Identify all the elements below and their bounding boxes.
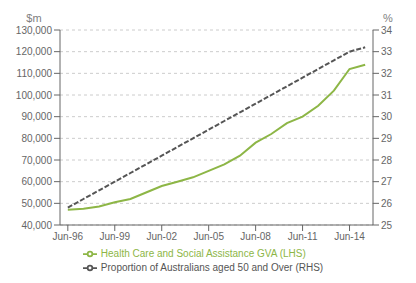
svg-text:31: 31	[381, 90, 393, 101]
svg-text:%: %	[383, 12, 393, 24]
svg-text:$m: $m	[26, 12, 41, 24]
html-text:Health Care and Social Assista: Health Care and Social Assistance GVA (L…	[100, 247, 306, 259]
svg-text:34: 34	[381, 25, 393, 36]
svg-text:70,000: 70,000	[21, 155, 52, 166]
svg-text:100,000: 100,000	[16, 90, 53, 101]
svg-text:60,000: 60,000	[21, 176, 52, 187]
svg-text:130,000: 130,000	[16, 25, 53, 36]
svg-text:26: 26	[381, 198, 393, 209]
svg-text:Jun-02: Jun-02	[146, 231, 177, 242]
svg-text:Jun-14: Jun-14	[334, 231, 365, 242]
svg-text:Jun-96: Jun-96	[53, 231, 84, 242]
svg-text:110,000: 110,000	[17, 68, 53, 79]
svg-text:33: 33	[381, 46, 393, 57]
html-text:Proportion of Australians aged: Proportion of Australians aged 50 and Ov…	[100, 261, 324, 273]
svg-text:25: 25	[381, 220, 393, 231]
svg-text:Jun-05: Jun-05	[193, 231, 224, 242]
svg-text:Jun-99: Jun-99	[99, 231, 130, 242]
svg-text:Jun-08: Jun-08	[240, 231, 271, 242]
svg-text:90,000: 90,000	[21, 111, 52, 122]
svg-text:80,000: 80,000	[21, 133, 52, 144]
svg-text:27: 27	[381, 176, 393, 187]
svg-text:40,000: 40,000	[21, 220, 52, 231]
svg-text:29: 29	[381, 133, 393, 144]
svg-text:28: 28	[381, 155, 393, 166]
svg-text:50,000: 50,000	[21, 198, 52, 209]
svg-text:32: 32	[381, 68, 393, 79]
svg-text:30: 30	[381, 111, 393, 122]
svg-text:120,000: 120,000	[16, 46, 53, 57]
svg-text:Jun-11: Jun-11	[288, 231, 318, 242]
